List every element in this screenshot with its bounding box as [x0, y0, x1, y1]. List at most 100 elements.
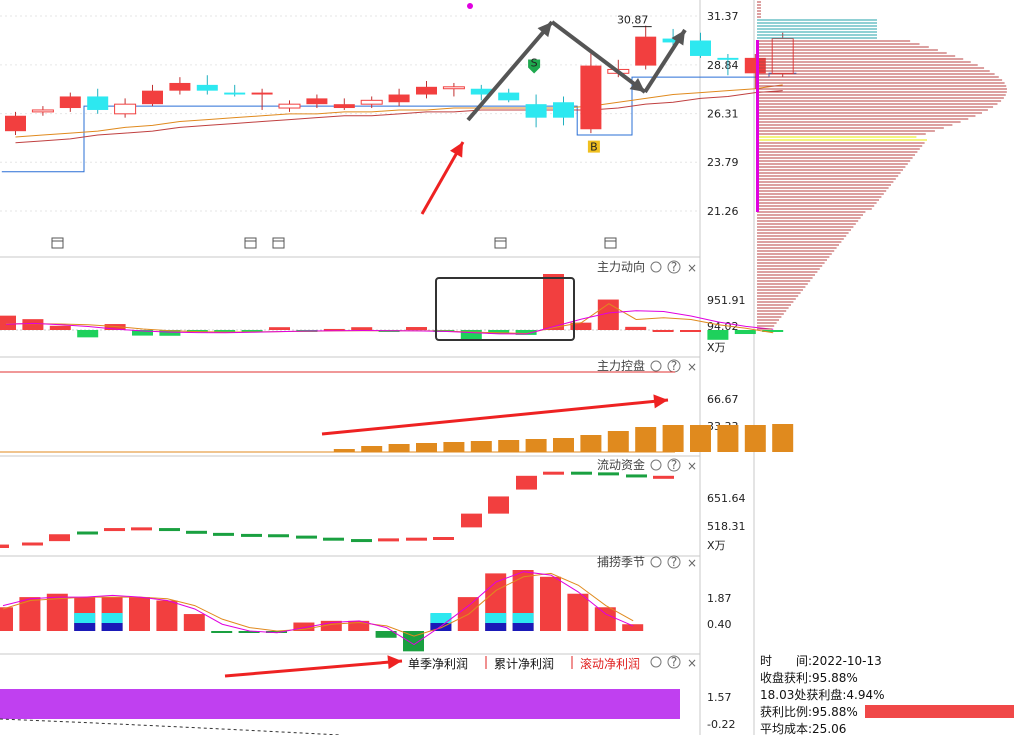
candle-body[interactable] [553, 102, 574, 118]
candle-body[interactable] [635, 36, 657, 66]
bar[interactable] [266, 631, 287, 633]
candle-body[interactable] [470, 88, 492, 95]
bar[interactable] [580, 435, 602, 452]
bar[interactable] [635, 427, 657, 452]
candle-body[interactable] [662, 38, 684, 43]
candle-body[interactable] [5, 115, 26, 132]
tab-quarterly-net-profit[interactable]: 单季净利润 [408, 657, 469, 671]
bar[interactable] [625, 326, 647, 330]
bar[interactable] [132, 330, 153, 336]
candle-body[interactable] [224, 92, 246, 95]
help-icon[interactable] [667, 458, 681, 472]
bar[interactable] [498, 440, 520, 452]
candle-body[interactable] [87, 96, 109, 110]
bar[interactable] [406, 327, 427, 330]
tab-rolling-net-profit[interactable]: 滚动净利润 [580, 657, 641, 671]
bar[interactable] [607, 431, 629, 452]
calendar-icon[interactable] [51, 237, 64, 249]
bar[interactable] [598, 472, 619, 476]
candle-body[interactable] [306, 98, 328, 105]
calendar-icon[interactable] [604, 237, 617, 249]
bar[interactable] [772, 424, 794, 452]
bar[interactable] [348, 620, 370, 631]
bar[interactable] [104, 324, 126, 330]
bar[interactable] [351, 327, 373, 330]
candle-body[interactable] [333, 104, 355, 109]
bar[interactable] [104, 528, 125, 532]
bar[interactable] [388, 444, 410, 452]
bar[interactable] [662, 425, 684, 452]
bar[interactable] [323, 328, 345, 331]
bar[interactable] [268, 534, 289, 538]
bar[interactable] [488, 330, 510, 334]
bar[interactable] [525, 439, 547, 452]
bar[interactable] [320, 620, 342, 631]
bar[interactable] [553, 438, 574, 452]
bar[interactable] [416, 443, 437, 452]
bar[interactable] [515, 330, 537, 335]
settings-icon[interactable] [650, 360, 662, 372]
candle-body[interactable] [416, 86, 437, 95]
bar[interactable] [594, 607, 616, 631]
bar[interactable] [0, 607, 13, 631]
bar[interactable] [488, 496, 509, 514]
bar[interactable] [159, 330, 181, 336]
bar[interactable] [433, 537, 454, 540]
bar[interactable] [652, 330, 674, 332]
bar[interactable] [762, 330, 784, 332]
bar[interactable] [403, 631, 424, 652]
calendar-icon[interactable] [244, 237, 257, 249]
bar[interactable] [214, 330, 236, 332]
bar[interactable] [461, 513, 482, 528]
bar[interactable] [293, 622, 315, 631]
bar[interactable] [0, 315, 16, 330]
candle-body[interactable] [114, 103, 137, 115]
bar[interactable] [49, 534, 70, 542]
bar[interactable] [707, 330, 729, 340]
bar[interactable] [22, 319, 44, 330]
calendar-icon[interactable] [494, 237, 507, 249]
candle-body[interactable] [31, 109, 54, 113]
bar[interactable] [77, 330, 99, 338]
bar[interactable] [129, 597, 150, 631]
bar[interactable] [183, 614, 205, 631]
bar[interactable] [241, 330, 263, 332]
bar[interactable] [717, 425, 739, 452]
bar[interactable] [378, 538, 399, 542]
bar[interactable] [211, 631, 233, 633]
bar[interactable] [296, 535, 317, 539]
bar[interactable] [19, 597, 41, 631]
candle-body[interactable] [442, 86, 465, 90]
bar[interactable] [734, 330, 756, 335]
candle-body[interactable] [580, 65, 602, 130]
net-profit-area[interactable] [0, 689, 680, 719]
bar[interactable] [241, 533, 262, 537]
tab-cumulative-net-profit[interactable]: 累计净利润 [494, 657, 555, 671]
candle-body[interactable] [690, 40, 711, 56]
bar[interactable] [269, 327, 290, 330]
bar[interactable] [443, 442, 465, 452]
bar[interactable] [516, 475, 537, 490]
bar[interactable] [323, 537, 344, 541]
bar[interactable] [361, 446, 383, 452]
bar[interactable] [571, 471, 592, 475]
candle-body[interactable] [717, 57, 739, 60]
bar[interactable] [690, 425, 711, 452]
bar[interactable] [406, 537, 427, 541]
bar[interactable] [22, 542, 43, 546]
candle-body[interactable] [59, 96, 81, 109]
candle-body[interactable] [251, 92, 273, 95]
help-icon[interactable] [667, 655, 681, 669]
bar[interactable] [0, 544, 9, 548]
bar[interactable] [653, 475, 674, 479]
candle-body[interactable] [498, 92, 520, 101]
bar[interactable] [543, 274, 564, 330]
bar[interactable] [680, 330, 701, 332]
bar[interactable] [156, 600, 178, 632]
bar[interactable] [186, 530, 207, 534]
bar[interactable] [626, 474, 647, 478]
bar[interactable] [238, 631, 260, 633]
settings-icon[interactable] [650, 656, 662, 668]
bar[interactable] [540, 576, 561, 631]
